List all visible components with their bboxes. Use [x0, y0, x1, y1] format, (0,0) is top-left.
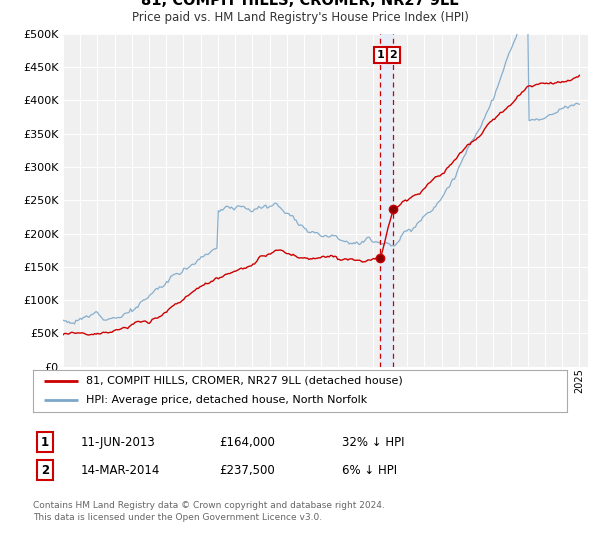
- Text: HPI: Average price, detached house, North Norfolk: HPI: Average price, detached house, Nort…: [86, 395, 368, 405]
- Text: Contains HM Land Registry data © Crown copyright and database right 2024.
This d: Contains HM Land Registry data © Crown c…: [33, 501, 385, 522]
- Text: 81, COMPIT HILLS, CROMER, NR27 9LL: 81, COMPIT HILLS, CROMER, NR27 9LL: [141, 0, 459, 8]
- Bar: [380, 34, 394, 367]
- Text: Price paid vs. HM Land Registry's House Price Index (HPI): Price paid vs. HM Land Registry's House …: [131, 11, 469, 24]
- Text: 14-MAR-2014: 14-MAR-2014: [81, 464, 160, 477]
- Text: 1: 1: [41, 436, 49, 449]
- Text: 32% ↓ HPI: 32% ↓ HPI: [342, 436, 404, 449]
- Text: £237,500: £237,500: [219, 464, 275, 477]
- Text: 2: 2: [41, 464, 49, 477]
- Text: 11-JUN-2013: 11-JUN-2013: [81, 436, 156, 449]
- Text: 6% ↓ HPI: 6% ↓ HPI: [342, 464, 397, 477]
- Text: 81, COMPIT HILLS, CROMER, NR27 9LL (detached house): 81, COMPIT HILLS, CROMER, NR27 9LL (deta…: [86, 376, 403, 386]
- Text: 2: 2: [389, 50, 397, 60]
- Text: £164,000: £164,000: [219, 436, 275, 449]
- Text: 1: 1: [377, 50, 384, 60]
